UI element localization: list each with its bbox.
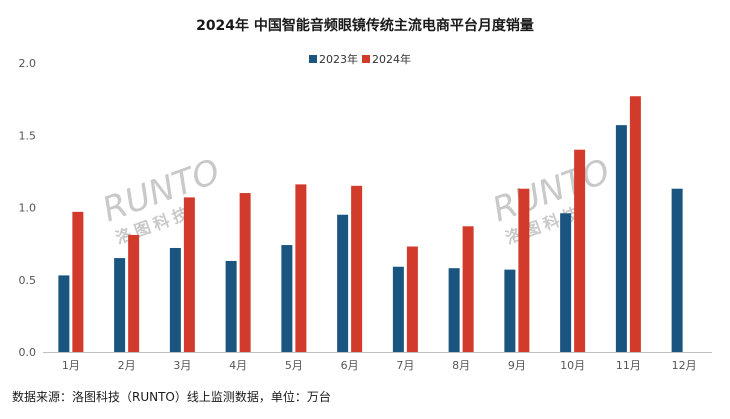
- bar-2023年-10月: [560, 213, 572, 352]
- bar-2023年-11月: [615, 125, 627, 352]
- legend-swatch: [309, 55, 317, 63]
- bar-2024年-4月: [239, 193, 251, 352]
- bar-2024年-11月: [629, 96, 641, 352]
- x-tick-label: 3月: [173, 359, 191, 372]
- legend: 2023年 2024年: [309, 52, 411, 66]
- bar-2024年-1月: [72, 211, 84, 352]
- bar-2024年-3月: [183, 197, 195, 352]
- bar-2023年-12月: [671, 188, 683, 352]
- x-tick-label: 6月: [341, 359, 359, 372]
- chart-title: 2024年 中国智能音频眼镜传统主流电商平台月度销量: [196, 17, 534, 34]
- y-tick-label: 0.5: [19, 274, 37, 287]
- y-axis: 0.0 0.5 1.0 1.5 2.0: [19, 57, 37, 359]
- x-tick-label: 4月: [229, 359, 247, 372]
- bar-2023年-7月: [392, 266, 404, 352]
- bars: [58, 96, 683, 352]
- bar-2024年-6月: [351, 185, 363, 352]
- x-tick-label: 1月: [62, 359, 80, 372]
- y-tick-label: 0.0: [19, 346, 37, 359]
- bar-2023年-6月: [337, 214, 349, 352]
- bar-2024年-5月: [295, 184, 307, 352]
- bar-2023年-4月: [225, 260, 237, 352]
- x-tick-label: 7月: [396, 359, 414, 372]
- y-tick-label: 2.0: [19, 57, 37, 70]
- y-tick-label: 1.0: [19, 202, 37, 215]
- x-tick-label: 2月: [118, 359, 136, 372]
- bar-2024年-9月: [518, 188, 530, 352]
- bar-2024年-2月: [128, 234, 140, 352]
- x-tick-label: 8月: [452, 359, 470, 372]
- bar-2024年-10月: [574, 149, 586, 352]
- bar-2024年-7月: [406, 246, 418, 352]
- x-tick-label: 12月: [672, 359, 697, 372]
- bar-2023年-8月: [448, 268, 460, 352]
- bar-2023年-1月: [58, 275, 70, 352]
- bar-2023年-9月: [504, 269, 516, 352]
- bar-2024年-8月: [462, 226, 474, 352]
- bar-2023年-3月: [169, 247, 181, 352]
- legend-label: 2024年: [372, 52, 411, 66]
- bar-2023年-5月: [281, 245, 293, 352]
- x-tick-label: 11月: [616, 359, 641, 372]
- source-note: 数据来源：洛图科技（RUNTO）线上监测数据，单位：万台: [12, 389, 331, 404]
- x-axis: 1月 2月 3月 4月 5月 6月 7月 8月 9月 10月 11月 12月: [62, 359, 697, 372]
- x-tick-label: 9月: [508, 359, 526, 372]
- y-tick-label: 1.5: [19, 129, 37, 142]
- legend-swatch: [362, 55, 370, 63]
- legend-label: 2023年: [319, 52, 358, 66]
- x-tick-label: 5月: [285, 359, 303, 372]
- x-tick-label: 10月: [560, 359, 585, 372]
- bar-2023年-2月: [114, 258, 126, 352]
